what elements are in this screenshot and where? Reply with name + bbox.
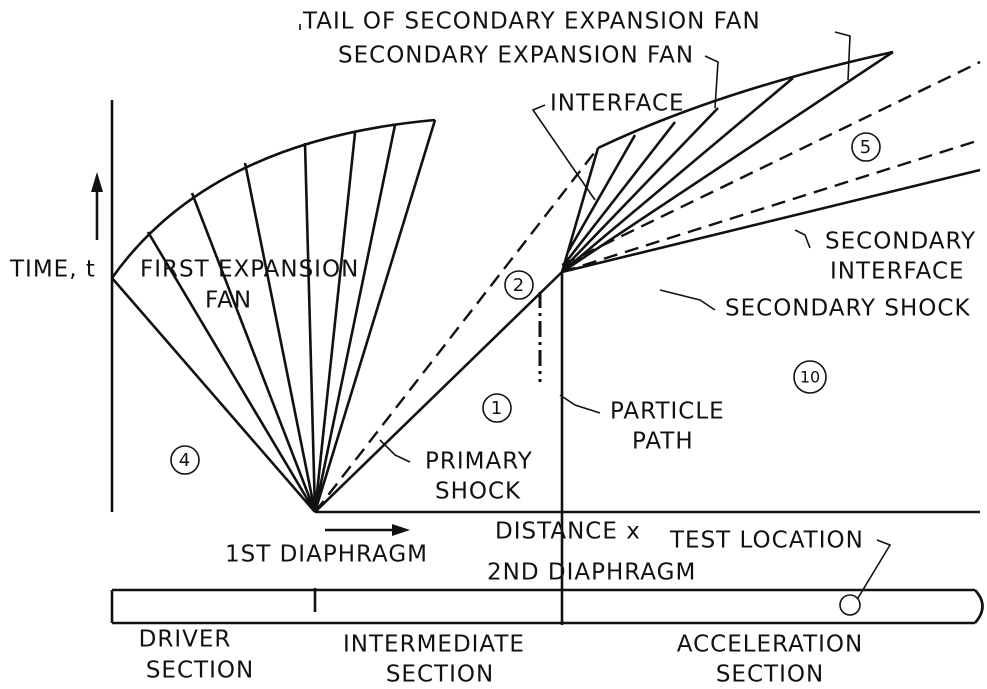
section-label: DRIVER	[139, 627, 232, 653]
wave-label: FIRST EXPANSION	[140, 257, 359, 283]
first-fan-head	[110, 118, 436, 279]
wave-label: TEST LOCATION	[669, 528, 864, 554]
wave-label: SHOCK	[435, 479, 521, 505]
region-circle	[851, 132, 881, 162]
section-label: SECTION	[716, 662, 824, 688]
region-label: 2	[513, 275, 525, 296]
arrowhead	[91, 172, 103, 192]
wave-label: PRIMARY	[425, 449, 533, 475]
wave-label: SECONDARY	[825, 229, 976, 255]
wave-label: SECONDARY SHOCK	[725, 296, 971, 322]
dashed-ray	[561, 60, 981, 267]
section-label: INTERMEDIATE	[343, 632, 525, 658]
region-label: 10	[800, 368, 820, 387]
region-label: 1	[491, 398, 503, 419]
wave-label: INTERFACE	[550, 91, 685, 117]
region-circle	[793, 360, 827, 394]
wave-label: PARTICLE	[610, 399, 725, 425]
region-label: 5	[860, 137, 872, 158]
section-label: ACCELERATION	[677, 632, 863, 658]
wave-label: PATH	[632, 429, 694, 455]
wave-label: INTERFACE	[830, 259, 965, 285]
section-label: SECTION	[146, 658, 254, 684]
lines	[91, 24, 984, 625]
wave-label: SECONDARY EXPANSION FAN	[338, 43, 694, 69]
arrowhead	[392, 524, 410, 536]
leaders	[299, 24, 892, 599]
region-circle	[170, 445, 200, 475]
secondary-interface	[561, 138, 981, 274]
primary-shock	[314, 271, 563, 513]
time-label: TIME, t	[9, 257, 96, 283]
test-point	[839, 594, 861, 616]
diaphragm-label: 1ST DIAPHRAGM	[225, 542, 428, 568]
interface	[314, 147, 599, 513]
diaphragm-label: 2ND DIAPHRAGM	[487, 560, 696, 586]
region-circle	[504, 270, 534, 300]
regions: 4 1 2 5 10	[170, 132, 881, 475]
labels: TIME, t DISTANCE x 1ST DIAPHRAGM 2ND DIA…	[9, 9, 976, 688]
region-label: 4	[179, 450, 191, 471]
distance-label: DISTANCE x	[495, 519, 641, 545]
secondary-fan-rays	[560, 50, 894, 274]
secondary-shock	[561, 168, 981, 274]
wave-label: TAIL OF SECONDARY EXPANSION FAN	[302, 9, 761, 35]
section-label: SECTION	[386, 662, 494, 688]
tube-exit	[974, 589, 984, 624]
region-circle	[482, 393, 512, 423]
wave-label: FAN	[205, 288, 252, 314]
first-fan-rays	[111, 119, 437, 513]
